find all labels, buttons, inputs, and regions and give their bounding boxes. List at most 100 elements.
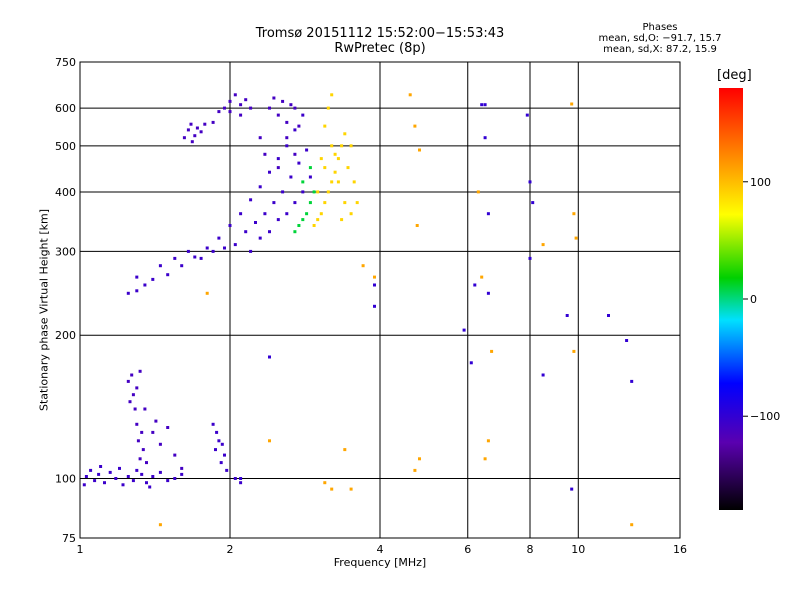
series-F-O-trace: [126, 113, 312, 295]
y-tick-label: 200: [55, 329, 76, 342]
data-point: [541, 373, 545, 377]
data-point: [143, 283, 147, 287]
data-point: [531, 201, 535, 205]
data-point: [199, 130, 203, 134]
y-tick-label: 100: [55, 473, 76, 486]
data-point: [97, 472, 101, 476]
x-tick-label: 1: [77, 543, 84, 556]
data-point: [340, 218, 344, 222]
data-point: [486, 439, 490, 443]
data-point: [211, 249, 215, 253]
data-point: [82, 483, 86, 487]
data-point: [289, 175, 293, 179]
data-point: [186, 249, 190, 253]
data-point: [254, 221, 257, 224]
data-point: [570, 102, 574, 106]
data-point: [301, 113, 305, 117]
series-Es-trace: [126, 369, 184, 470]
data-point: [239, 212, 243, 216]
data-point: [186, 128, 190, 132]
data-point: [293, 128, 297, 132]
data-point: [173, 256, 177, 260]
data-point: [143, 407, 147, 411]
x-tick-label: 10: [571, 543, 585, 556]
x-tick-label: 4: [377, 543, 384, 556]
data-point: [93, 479, 97, 483]
x-tick-label: 6: [464, 543, 471, 556]
series-scattered-x: [158, 93, 634, 527]
data-point: [373, 304, 376, 308]
data-point: [214, 448, 217, 452]
data-point: [219, 461, 223, 465]
data-point: [133, 407, 137, 411]
series-F-X-trace: [312, 93, 359, 227]
data-point: [418, 148, 421, 152]
data-point: [355, 201, 359, 205]
data-point: [272, 96, 276, 100]
data-point: [319, 212, 323, 216]
data-point: [319, 157, 323, 161]
data-point: [476, 190, 480, 194]
stats-x-mode: mean, sd,X: 87.2, 15.9: [603, 44, 717, 55]
data-point: [336, 180, 340, 184]
colorbar-tick-label: −100: [750, 410, 780, 423]
data-point: [180, 264, 184, 268]
data-point: [330, 144, 334, 148]
data-point: [373, 275, 376, 279]
data-point: [285, 136, 289, 140]
grid-lines: [80, 62, 680, 538]
data-point: [249, 198, 253, 202]
data-point: [205, 291, 209, 295]
data-point: [301, 180, 305, 184]
data-point: [239, 481, 243, 485]
colorbar-tick-label: 100: [750, 176, 771, 189]
data-point: [148, 485, 152, 489]
title-line-1: Tromsø 20151112 15:52:00−15:53:43: [255, 26, 505, 41]
data-point: [480, 103, 484, 107]
data-point: [323, 201, 327, 205]
data-point: [285, 144, 289, 148]
data-point: [323, 481, 327, 485]
data-point: [258, 236, 262, 240]
data-point: [308, 201, 312, 205]
data-point: [305, 148, 309, 152]
stats-o-mode: mean, sd,O: −91.7, 15.7: [598, 33, 722, 44]
data-point: [281, 99, 285, 103]
data-point: [130, 373, 134, 377]
data-point: [570, 487, 574, 491]
data-point: [285, 212, 289, 216]
data-point: [349, 144, 353, 148]
data-point: [182, 136, 186, 140]
data-point: [528, 256, 532, 260]
data-point: [301, 218, 305, 222]
data-point: [244, 230, 248, 234]
data-point: [323, 124, 327, 128]
data-point: [141, 448, 145, 452]
y-axis-label: Stationary phase Virtual Height [km]: [37, 208, 51, 412]
data-point: [211, 422, 215, 426]
colorbar-tick-label: 0: [750, 293, 757, 306]
data-point: [293, 106, 297, 110]
data-point: [490, 349, 494, 353]
data-point: [126, 291, 130, 295]
data-point: [333, 152, 337, 156]
data-point: [154, 419, 158, 423]
data-point: [268, 106, 271, 110]
data-point: [195, 126, 199, 130]
data-point: [297, 224, 301, 227]
data-point: [89, 468, 93, 472]
y-tick-label: 600: [55, 102, 76, 115]
data-point: [239, 477, 243, 480]
data-point: [361, 264, 365, 268]
y-axis: 75 100 200 300 400 500 600 750: [55, 56, 76, 545]
data-point: [189, 122, 193, 126]
data-point: [180, 472, 184, 476]
data-point: [180, 466, 184, 470]
colorbar-unit-label: [deg]: [717, 68, 752, 83]
data-point: [136, 439, 140, 443]
x-tick-label: 16: [673, 543, 687, 556]
data-point: [276, 113, 280, 117]
x-axis: 1 2 4 6 8 10 16: [77, 543, 688, 556]
data-point: [158, 264, 162, 268]
data-point: [326, 106, 330, 110]
